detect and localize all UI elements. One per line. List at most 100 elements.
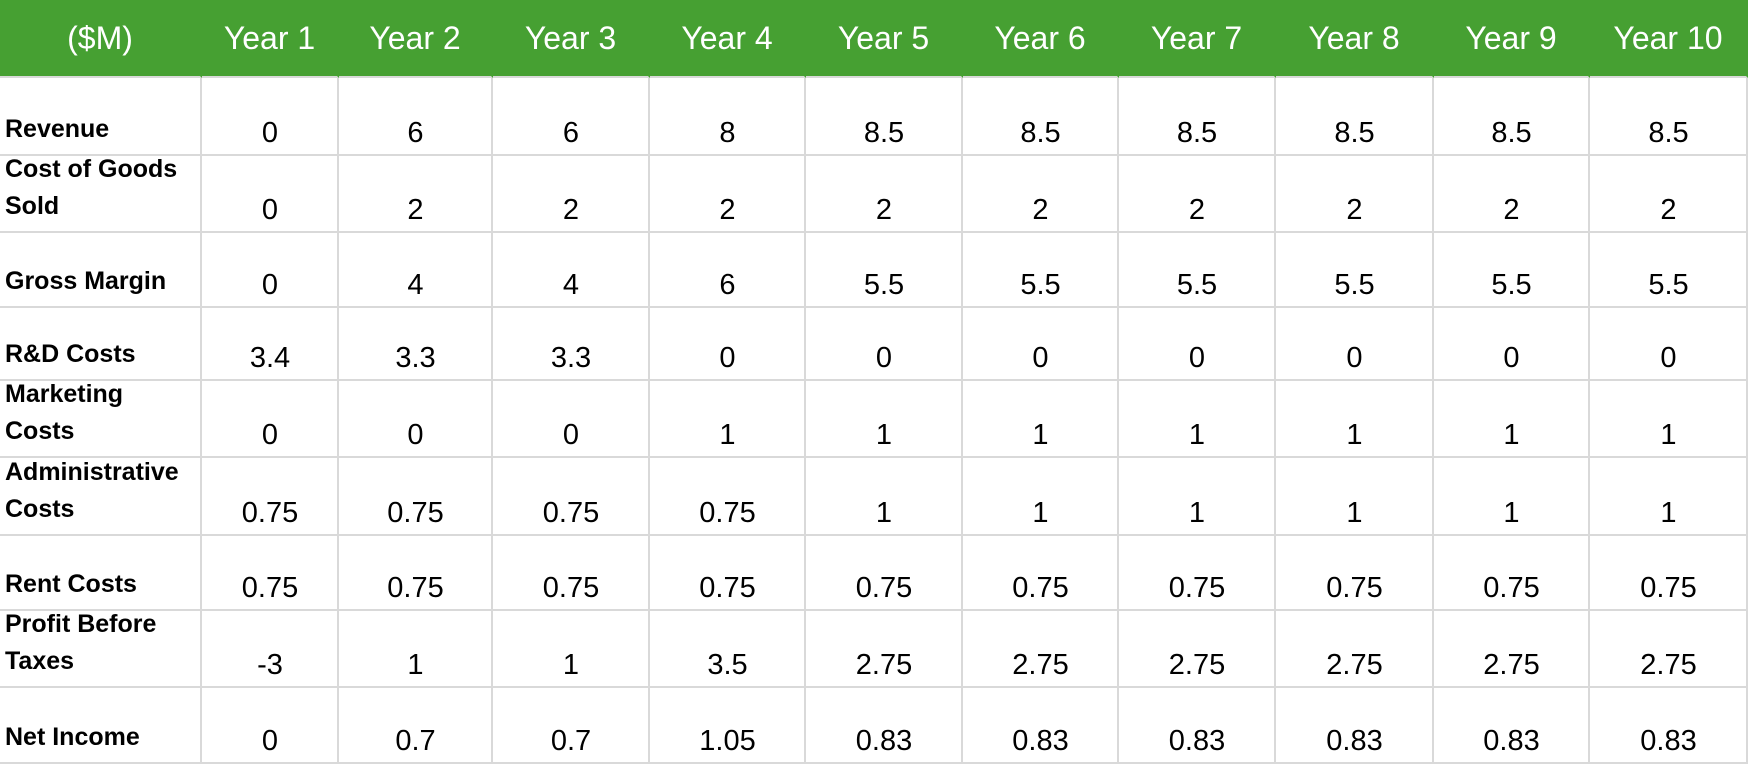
header-cell: Year 3 [493,0,650,78]
row-label: Gross Margin [0,233,202,308]
value-cell: 1 [1119,458,1276,536]
row-label: Net Income [0,688,202,764]
value-cell: 0.7 [493,688,650,764]
value-cell: 1 [1276,458,1434,536]
value-cell: 0 [806,308,963,381]
value-cell: 8.5 [1119,78,1276,156]
value-cell: 1 [650,381,806,458]
value-cell: 0 [202,156,339,233]
value-cell: 8.5 [1434,78,1590,156]
value-cell: 0 [493,381,650,458]
value-cell: 5.5 [1276,233,1434,308]
value-cell: 0 [1119,308,1276,381]
row-label: Marketing Costs [0,380,202,458]
value-cell: 8.5 [1276,78,1434,156]
value-cell: 6 [339,78,493,156]
value-cell: 0.75 [493,536,650,611]
value-cell: 0.83 [806,688,963,764]
value-cell: 3.4 [202,308,339,381]
value-cell: 0 [1590,308,1748,381]
row-label: Profit Before Taxes [0,610,202,688]
value-cell: 0 [202,381,339,458]
value-cell: 4 [339,233,493,308]
header-cell: Year 10 [1590,0,1748,78]
value-cell: 1 [1119,381,1276,458]
value-cell: 2 [1119,156,1276,233]
value-cell: 0.83 [1119,688,1276,764]
header-cell: Year 1 [202,0,339,78]
value-cell: 3.3 [339,308,493,381]
value-cell: 0.83 [963,688,1119,764]
value-cell: 2.75 [1119,611,1276,688]
value-cell: 1 [806,381,963,458]
header-cell: Year 2 [339,0,493,78]
value-cell: 4 [493,233,650,308]
value-cell: 8.5 [806,78,963,156]
value-cell: 1 [963,381,1119,458]
value-cell: 0.83 [1590,688,1748,764]
value-cell: 5.5 [1434,233,1590,308]
value-cell: 8.5 [963,78,1119,156]
value-cell: 2.75 [806,611,963,688]
value-cell: 8.5 [1590,78,1748,156]
value-cell: 0.75 [1119,536,1276,611]
value-cell: 1 [963,458,1119,536]
value-cell: 0.75 [806,536,963,611]
value-cell: 6 [650,233,806,308]
header-cell: Year 7 [1119,0,1276,78]
row-label: Revenue [0,78,202,156]
header-cell: Year 9 [1434,0,1590,78]
value-cell: 2.75 [1276,611,1434,688]
value-cell: 1 [493,611,650,688]
row-label: Administrative Costs [0,458,202,536]
value-cell: 2.75 [963,611,1119,688]
value-cell: 3.5 [650,611,806,688]
value-cell: 3.3 [493,308,650,381]
value-cell: 5.5 [963,233,1119,308]
header-cell: Year 5 [806,0,963,78]
value-cell: 2 [806,156,963,233]
value-cell: 2.75 [1590,611,1748,688]
value-cell: 0.7 [339,688,493,764]
row-label: Cost of Goods Sold [0,155,202,233]
value-cell: 1 [1276,381,1434,458]
header-cell: ($M) [0,0,202,78]
value-cell: 5.5 [1119,233,1276,308]
value-cell: 1 [1434,458,1590,536]
value-cell: 1 [339,611,493,688]
value-cell: 1 [1590,381,1748,458]
value-cell: 0.75 [1590,536,1748,611]
value-cell: 0.75 [1276,536,1434,611]
value-cell: 0 [202,233,339,308]
value-cell: 0.75 [202,536,339,611]
value-cell: 0 [963,308,1119,381]
value-cell: 0.75 [1434,536,1590,611]
value-cell: 2.75 [1434,611,1590,688]
value-cell: 0.75 [202,458,339,536]
value-cell: 6 [493,78,650,156]
value-cell: 0.75 [339,536,493,611]
value-cell: 2 [339,156,493,233]
value-cell: 1 [1590,458,1748,536]
row-label: Rent Costs [0,536,202,611]
value-cell: 0 [202,688,339,764]
value-cell: 0.75 [650,536,806,611]
value-cell: 2 [963,156,1119,233]
value-cell: 0.83 [1434,688,1590,764]
value-cell: 0 [1276,308,1434,381]
value-cell: 2 [1276,156,1434,233]
header-cell: Year 6 [963,0,1119,78]
value-cell: 2 [1590,156,1748,233]
value-cell: 0.75 [493,458,650,536]
value-cell: 1 [1434,381,1590,458]
header-cell: Year 4 [650,0,806,78]
value-cell: 2 [493,156,650,233]
value-cell: -3 [202,611,339,688]
value-cell: 0 [339,381,493,458]
value-cell: 0 [1434,308,1590,381]
value-cell: 2 [1434,156,1590,233]
value-cell: 1.05 [650,688,806,764]
value-cell: 5.5 [1590,233,1748,308]
value-cell: 5.5 [806,233,963,308]
